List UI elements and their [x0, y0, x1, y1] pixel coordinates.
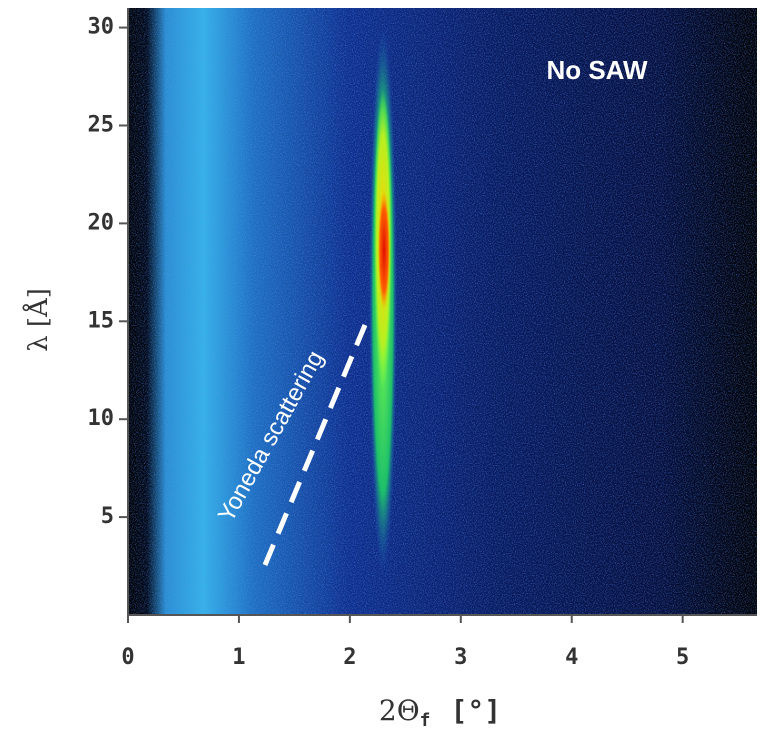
x-label-unit: [°]: [451, 694, 502, 727]
x-axis-label: 2Θf [°]: [379, 694, 501, 731]
x-tick-label: 1: [232, 645, 245, 670]
y-tick-label: 5: [101, 504, 114, 529]
annotation: No SAW: [546, 55, 648, 85]
x-tick-label: 5: [676, 645, 689, 670]
y-axis-label: λ [Å]: [22, 288, 54, 352]
x-label-main: 2Θ: [379, 694, 420, 727]
x-tick-label: 3: [454, 645, 467, 670]
y-tick-label: 30: [88, 15, 115, 40]
y-tick-label: 25: [88, 112, 115, 137]
x-label-sub: f: [420, 710, 431, 731]
y-tick-label: 10: [88, 406, 115, 431]
x-tick-label: 4: [565, 645, 578, 670]
y-tick-label: 15: [88, 308, 115, 333]
heatmap: [128, 8, 757, 615]
x-tick-label: 2: [343, 645, 356, 670]
x-tick-label: 0: [121, 645, 134, 670]
y-tick-label: 20: [88, 210, 115, 235]
dashed-guide: [262, 324, 368, 566]
